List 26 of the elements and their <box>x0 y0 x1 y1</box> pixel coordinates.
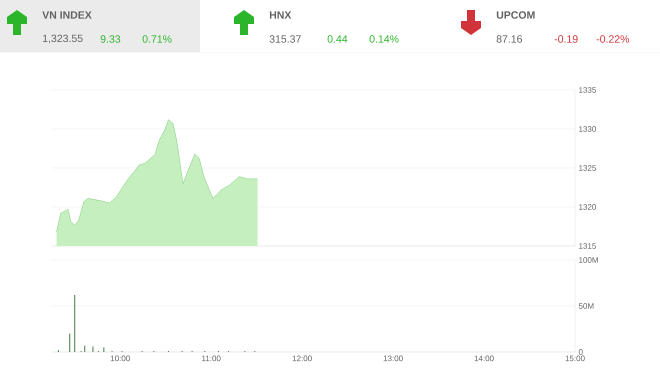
x-tick-label: 12:00 <box>292 356 312 362</box>
data-label: 87.16 <box>496 35 522 43</box>
data-label: 9.33 <box>100 35 120 43</box>
data-label: 0.14% <box>370 35 399 43</box>
x-tick-label: 10:00 <box>110 356 130 362</box>
y-tick-label: 1330 <box>579 126 596 132</box>
data-label: 0.71% <box>142 35 172 43</box>
category-label: HNX <box>270 11 292 19</box>
x-tick-label: 13:00 <box>384 356 403 362</box>
x-tick-label: 11:00 <box>202 356 221 362</box>
y-tick-label: 50M <box>578 303 594 309</box>
x-tick-label: 15:00 <box>566 356 585 362</box>
x-tick-label: 14:00 <box>474 356 494 362</box>
y-tick-label: 1320 <box>579 204 596 210</box>
y-tick-label: 0 <box>578 349 583 355</box>
y-tick-label: 1335 <box>579 87 596 93</box>
data-label: -0.22% <box>596 35 630 43</box>
y-tick-label: 100M <box>579 257 598 263</box>
data-label: 1,323.55 <box>43 34 83 44</box>
y-tick-label: 1315 <box>579 243 596 249</box>
category-label: VN INDEX <box>42 11 92 19</box>
data-label: -0.19 <box>554 35 578 43</box>
data-label: 0.44 <box>328 35 348 43</box>
y-tick-label: 1325 <box>579 165 596 171</box>
data-label: 315.37 <box>270 35 301 43</box>
category-label: UPCOM <box>496 11 535 19</box>
